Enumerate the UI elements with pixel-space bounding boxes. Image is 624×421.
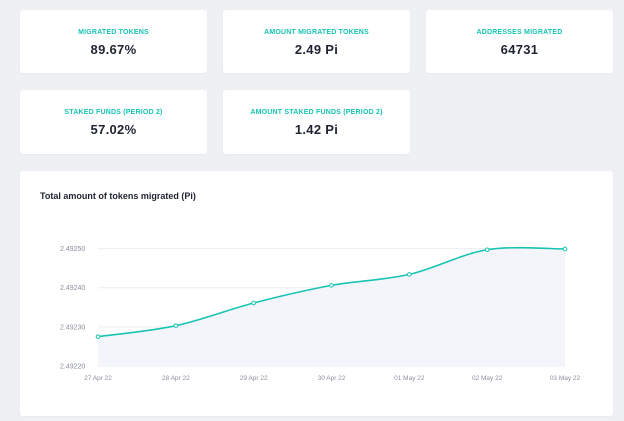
chart-title: Total amount of tokens migrated (Pi) [40, 191, 196, 201]
stat-value: 1.42 Pi [294, 122, 339, 137]
stat-label: AMOUNT MIGRATED TOKENS [264, 29, 369, 36]
stat-label: ADDRESSES MIGRATED [476, 29, 563, 36]
x-tick-label: 30 Apr 22 [318, 375, 346, 382]
x-tick-label: 27 Apr 22 [84, 375, 112, 382]
data-point [95, 334, 101, 339]
stat-label: STAKED FUNDS (PERIOD 2) [64, 109, 163, 116]
stat-label: AMOUNT STAKED FUNDS (PERIOD 2) [250, 109, 383, 116]
stat-label: MIGRATED TOKENS [78, 29, 149, 36]
stat-value: 64731 [500, 42, 539, 57]
stat-card-addresses-migrated: ADDRESSES MIGRATED 64731 [426, 10, 613, 73]
x-tick-label: 02 May 22 [472, 375, 503, 382]
stat-card-migrated-tokens: MIGRATED TOKENS 89.67% [20, 10, 207, 73]
migrated-tokens-chart: 2.49220 2.49230 2.49240 2.49250 27 Apr 22 28 … [60, 246, 581, 382]
y-tick-label: 2.49220 [60, 364, 85, 371]
y-tick-label: 2.49230 [60, 324, 85, 331]
data-point [562, 246, 568, 252]
data-point [173, 323, 179, 328]
stat-card-amount-staked-funds: AMOUNT STAKED FUNDS (PERIOD 2) 1.42 Pi [223, 90, 410, 154]
stat-card-staked-funds: STAKED FUNDS (PERIOD 2) 57.02% [20, 90, 207, 154]
area-fill [98, 247, 565, 366]
x-tick-label: 01 May 22 [394, 375, 425, 382]
x-tick-label: 28 Apr 22 [162, 375, 190, 382]
y-tick-label: 2.49250 [60, 246, 85, 253]
x-tick-label: 03 May 22 [550, 375, 581, 382]
x-tick-label: 29 Apr 22 [240, 375, 268, 382]
stat-value: 89.67% [90, 42, 137, 57]
data-point [251, 300, 256, 306]
data-point [407, 272, 412, 277]
chart-card: Total amount of tokens migrated (Pi) 2.4… [20, 171, 613, 416]
stat-value: 2.49 Pi [294, 42, 339, 57]
stat-card-amount-migrated-tokens: AMOUNT MIGRATED TOKENS 2.49 Pi [223, 10, 410, 73]
data-point [484, 247, 490, 253]
data-point [329, 283, 334, 288]
y-tick-label: 2.49240 [60, 285, 85, 292]
stat-value: 57.02% [90, 122, 137, 137]
